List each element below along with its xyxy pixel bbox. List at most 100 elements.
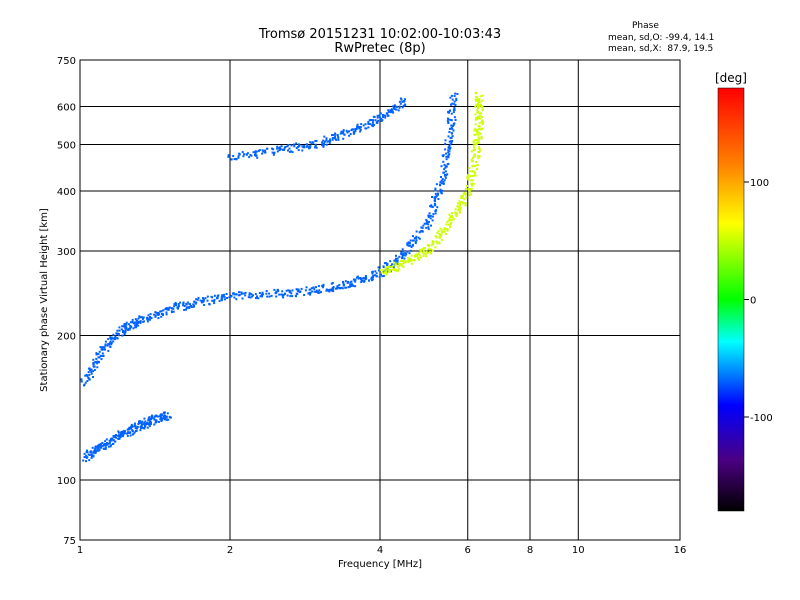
data-point — [149, 313, 152, 316]
data-point — [430, 224, 432, 227]
data-point — [146, 423, 149, 425]
data-point — [392, 107, 395, 110]
data-point — [432, 213, 435, 216]
data-point — [134, 427, 137, 430]
data-point — [357, 277, 360, 280]
data-point — [137, 423, 140, 425]
data-point — [479, 114, 481, 117]
data-point — [246, 152, 249, 155]
data-point — [148, 419, 151, 422]
data-point — [128, 428, 131, 431]
data-point — [476, 105, 479, 108]
data-point — [197, 296, 200, 299]
data-point — [154, 315, 157, 318]
data-point — [196, 298, 199, 301]
data-point — [475, 131, 478, 134]
y-tick-labels: 75 100 200 300 400 500 600 750 — [57, 56, 76, 547]
data-point — [477, 140, 480, 143]
data-point — [136, 324, 138, 327]
data-point — [334, 138, 337, 140]
data-point — [343, 133, 346, 136]
data-point — [272, 153, 275, 156]
data-point — [309, 293, 312, 296]
data-point — [369, 123, 372, 126]
data-point — [382, 269, 385, 272]
data-point — [142, 316, 145, 319]
data-point — [468, 167, 471, 170]
data-point — [280, 145, 283, 148]
data-point — [352, 278, 355, 281]
data-point — [148, 425, 151, 428]
data-point — [157, 415, 159, 418]
chart-subtitle: RwPretec (8p) — [334, 41, 426, 56]
data-point — [474, 98, 477, 101]
data-point — [128, 327, 130, 330]
data-point — [441, 178, 444, 181]
data-point — [308, 291, 311, 294]
data-point — [395, 263, 397, 266]
data-point — [95, 449, 98, 452]
data-point — [110, 338, 113, 341]
data-point — [331, 288, 333, 291]
data-point — [478, 127, 481, 130]
data-point — [447, 154, 450, 157]
data-point — [322, 144, 325, 147]
data-point — [477, 131, 480, 134]
data-point — [311, 290, 314, 293]
data-point — [136, 425, 139, 428]
data-point — [450, 136, 453, 139]
data-point — [342, 129, 345, 132]
data-point — [101, 441, 104, 444]
data-point — [143, 320, 145, 323]
data-point — [439, 227, 442, 230]
y-tick-label: 500 — [57, 141, 76, 152]
data-point — [452, 111, 455, 114]
data-point — [435, 209, 438, 212]
data-point — [450, 124, 453, 127]
data-point — [329, 289, 332, 292]
data-point — [119, 432, 122, 435]
data-point — [185, 308, 187, 311]
data-point — [123, 323, 126, 325]
data-point — [92, 358, 95, 361]
data-point — [183, 309, 186, 311]
data-point — [451, 98, 454, 101]
data-point — [124, 327, 127, 330]
data-point — [465, 196, 468, 199]
data-point — [123, 429, 126, 432]
data-point — [92, 451, 95, 454]
data-point — [90, 453, 93, 456]
data-point — [464, 202, 467, 205]
data-point — [422, 247, 425, 250]
data-point — [439, 181, 442, 184]
data-point — [476, 117, 479, 120]
data-point — [481, 127, 484, 130]
data-point — [213, 302, 216, 305]
data-point — [216, 297, 218, 300]
data-point — [438, 241, 441, 244]
data-point — [167, 418, 170, 421]
plot-frame — [79, 59, 681, 541]
data-point — [94, 451, 97, 454]
data-point — [101, 346, 103, 349]
data-point — [166, 412, 169, 415]
data-point — [392, 105, 395, 108]
data-point — [399, 263, 402, 266]
data-point — [146, 317, 149, 320]
data-point — [255, 150, 258, 153]
data-point — [440, 192, 443, 194]
data-point — [458, 200, 461, 203]
data-point — [133, 431, 136, 434]
data-point — [431, 249, 434, 252]
data-point — [112, 333, 115, 336]
data-point — [395, 259, 397, 262]
data-point — [107, 445, 110, 448]
data-point — [413, 259, 416, 262]
data-point — [303, 146, 306, 149]
data-point — [247, 296, 250, 299]
data-point — [340, 286, 343, 289]
data-point — [448, 218, 451, 221]
data-point — [338, 283, 341, 286]
data-point — [105, 438, 108, 441]
data-point — [410, 246, 413, 248]
